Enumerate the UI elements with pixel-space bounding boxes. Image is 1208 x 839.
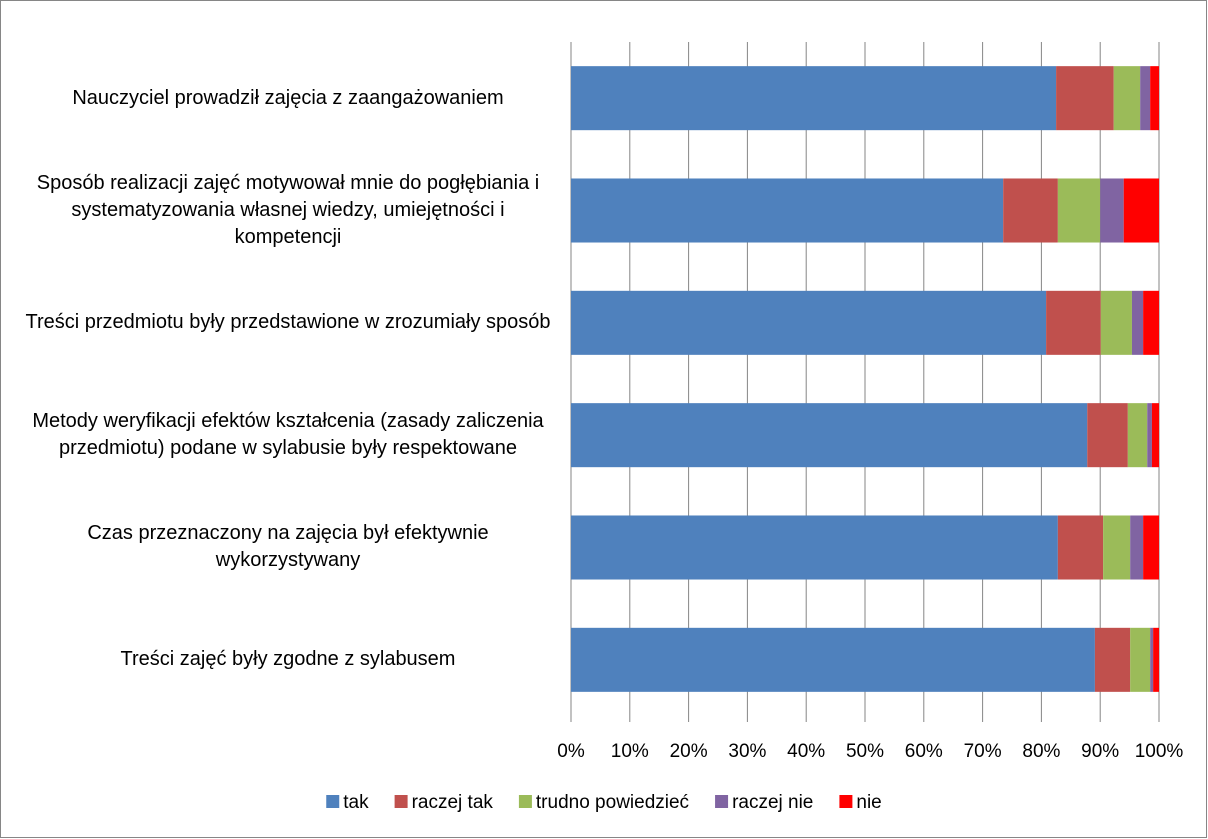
category-label: Treści zajęć były zgodne z sylabusem	[120, 648, 456, 671]
bar-segment	[1131, 290, 1144, 355]
bar-segment	[1123, 178, 1159, 243]
x-tick-label: 0%	[557, 741, 585, 762]
bar-segment	[571, 403, 1088, 468]
bar-segment	[571, 178, 1004, 243]
bar-segment	[1003, 178, 1058, 243]
bar-segment	[1140, 66, 1151, 131]
legend-swatch	[839, 795, 853, 808]
bar-segment	[1130, 627, 1151, 692]
bar-segment	[1057, 515, 1104, 580]
bar-segment	[1087, 403, 1128, 468]
bar-segment	[1150, 627, 1154, 692]
legend-label: raczej tak	[412, 792, 494, 813]
bar-segment	[1153, 627, 1159, 692]
bar-segment	[1113, 66, 1141, 131]
bar-segment	[1143, 515, 1159, 580]
x-tick-label: 40%	[787, 741, 825, 762]
bar-segment	[1103, 515, 1131, 580]
x-tick-label: 80%	[1022, 741, 1060, 762]
x-tick-label: 30%	[728, 741, 766, 762]
bar-segment	[1046, 290, 1101, 355]
bar-segment	[1147, 403, 1152, 468]
bar-segment	[1130, 515, 1144, 580]
x-tick-label: 10%	[611, 741, 649, 762]
legend-label: raczej nie	[732, 792, 813, 813]
x-tick-label: 70%	[964, 741, 1002, 762]
legend-label: tak	[343, 792, 369, 813]
x-tick-label: 60%	[905, 741, 943, 762]
bar-segment	[1100, 290, 1132, 355]
bar-segment	[1151, 403, 1159, 468]
x-tick-label: 50%	[846, 741, 884, 762]
bar-segment	[571, 66, 1057, 131]
bar-segment	[1100, 178, 1124, 243]
bar-segment	[571, 515, 1058, 580]
category-label: Czas przeznaczony na zajęcia był efektyw…	[87, 522, 489, 572]
bar-segment	[571, 627, 1095, 692]
legend-swatch	[326, 795, 340, 808]
legend-swatch	[715, 795, 729, 808]
legend-label: trudno powiedzieć	[536, 792, 689, 813]
legend-swatch	[394, 795, 408, 808]
category-label: Nauczyciel prowadził zajęcia z zaangażow…	[72, 86, 504, 109]
bar-segment	[1143, 290, 1159, 355]
category-label: Metody weryfikacji efektów kształcenia (…	[32, 410, 544, 460]
legend-label: nie	[856, 792, 881, 813]
legend-swatch	[518, 795, 532, 808]
bar-segment	[571, 290, 1047, 355]
x-tick-label: 20%	[670, 741, 708, 762]
bar-segment	[1057, 178, 1101, 243]
x-tick-label: 90%	[1081, 741, 1119, 762]
x-tick-label: 100%	[1135, 741, 1184, 762]
bar-segment	[1150, 66, 1159, 131]
bar-segment	[1094, 627, 1131, 692]
category-label: Sposób realizacji zajęć motywował mnie d…	[36, 171, 540, 248]
category-label: Treści przedmiotu były przedstawione w z…	[25, 311, 551, 334]
bar-segment	[1056, 66, 1114, 131]
bar-segment	[1127, 403, 1148, 468]
